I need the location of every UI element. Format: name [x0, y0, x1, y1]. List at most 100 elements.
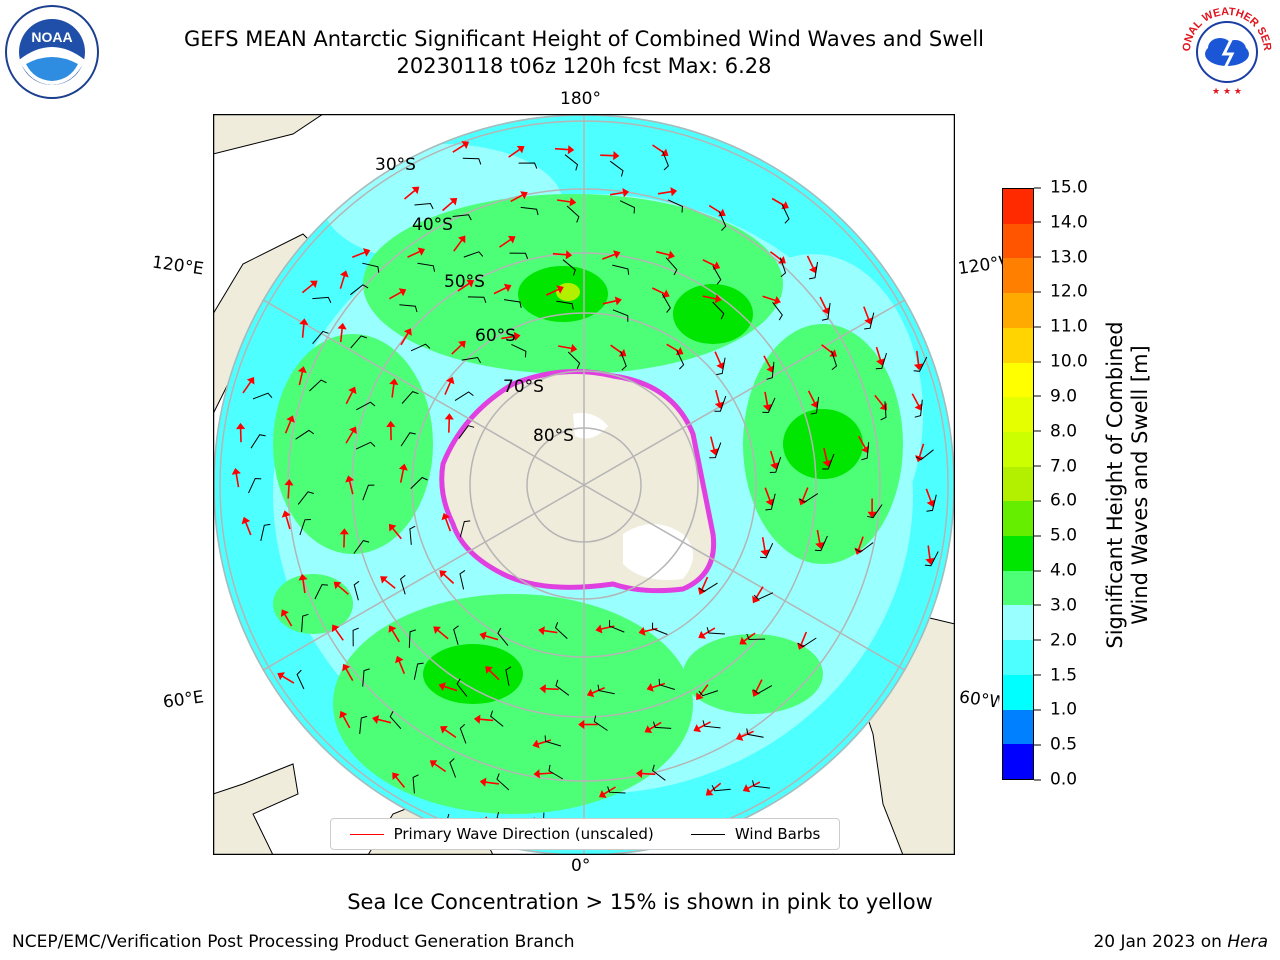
wave-arrow [339, 275, 346, 289]
wind-barb [709, 442, 722, 459]
wind-barb [511, 343, 527, 358]
wind-barb [355, 441, 376, 450]
wave-arrow-head [595, 624, 603, 634]
wind-barb [359, 715, 368, 734]
colorbar-tick-label: 11.0 [1034, 318, 1088, 336]
wind-barb [497, 627, 509, 646]
wind-barb [356, 401, 376, 411]
wave-arrow-head [333, 581, 342, 590]
wind-barb [461, 356, 482, 363]
wave-arrow-head [716, 361, 725, 370]
wind-barb [564, 154, 579, 171]
wave-arrow [591, 687, 606, 694]
wave-arrow [800, 631, 808, 646]
wind-barb [312, 296, 332, 304]
wave-arrow [284, 419, 292, 434]
footer-host: Hera [1227, 932, 1268, 952]
wave-arrow [764, 487, 771, 502]
wind-barb [880, 401, 887, 421]
wave-arrow [651, 682, 666, 689]
wave-arrow-head [277, 672, 285, 681]
wind-barb [746, 728, 764, 738]
colorbar [1002, 188, 1034, 780]
wind-barb [769, 456, 782, 473]
wave-arrow [821, 344, 834, 354]
wave-arrow-head [570, 343, 578, 353]
wind-barb [555, 679, 570, 696]
wind-barb [781, 204, 790, 224]
wave-arrow [702, 259, 716, 267]
wave-arrow [701, 576, 709, 591]
wind-barb [362, 262, 380, 273]
lon-label-180: 180° [560, 89, 601, 109]
wave-arrow [754, 679, 763, 693]
wind-barb [706, 627, 725, 635]
wind-barb [362, 668, 370, 687]
wave-arrow [342, 715, 351, 729]
wave-arrow-head [925, 557, 935, 565]
wind-barb [711, 785, 731, 792]
colorbar-segment [1003, 570, 1033, 606]
wave-arrow-head [337, 322, 347, 330]
wave-arrow-head [466, 279, 475, 288]
wind-barb [665, 257, 678, 276]
wave-arrow [484, 634, 499, 641]
wave-arrow [666, 343, 680, 353]
wave-arrow [337, 584, 349, 595]
wave-arrow-head [646, 683, 654, 692]
wind-barb [814, 535, 828, 552]
wave-arrow-head [389, 378, 399, 385]
wind-barb [821, 302, 831, 321]
map-subtitle: 20230118 t06z 120h fcst Max: 6.28 [396, 54, 772, 78]
wave-arrow-head [709, 448, 719, 456]
wind-barb [652, 721, 672, 729]
wave-arrow-head [675, 347, 684, 355]
wave-arrow [761, 537, 766, 552]
wind-barb [799, 493, 819, 503]
wave-arrow-head [578, 719, 585, 730]
wind-barb [651, 622, 668, 635]
wind-barb [854, 542, 874, 553]
wind-barb [459, 520, 471, 538]
wind-barb [458, 425, 475, 439]
wave-arrow-head [246, 376, 255, 385]
wave-arrow [740, 730, 754, 738]
wind-barb [667, 199, 684, 213]
colorbar-segment [1003, 293, 1033, 328]
wind-barb [822, 453, 835, 470]
wind-barb [260, 523, 271, 542]
wave-arrow [702, 295, 717, 300]
wind-barb [765, 493, 776, 511]
lat-label-40s: 40°S [412, 215, 453, 235]
wave-arrow-head [751, 689, 761, 697]
colorbar-tick-label: 3.0 [1034, 597, 1077, 614]
wave-arrow [488, 669, 500, 681]
wave-arrow-head [281, 510, 291, 518]
wave-arrow-head [569, 197, 577, 207]
wave-arrow [762, 295, 777, 302]
colorbar-tick-label: 5.0 [1034, 527, 1077, 545]
wave-arrow [244, 521, 252, 536]
wind-barb [309, 379, 327, 392]
wave-arrow-head [712, 261, 721, 270]
wave-arrow [442, 573, 455, 584]
wave-arrow [602, 253, 616, 260]
wind-barb [362, 484, 375, 501]
wind-barb [702, 720, 721, 729]
wind-barb [548, 764, 564, 780]
wind-barb [462, 157, 482, 165]
wave-arrow [558, 345, 573, 350]
wave-arrow-head [438, 682, 446, 691]
wave-arrow [444, 381, 452, 395]
wind-barb [459, 724, 467, 744]
wind-barb [250, 434, 266, 449]
wind-barb [490, 710, 504, 727]
wave-arrow [399, 468, 405, 483]
colorbar-tick-label: 14.0 [1034, 214, 1088, 231]
wave-arrow-head [441, 512, 451, 521]
wind-barb [779, 257, 787, 278]
wind-barb [609, 160, 624, 177]
wind-barb [301, 613, 309, 633]
colorbar-segment [1003, 327, 1033, 363]
wind-barb [567, 351, 581, 369]
